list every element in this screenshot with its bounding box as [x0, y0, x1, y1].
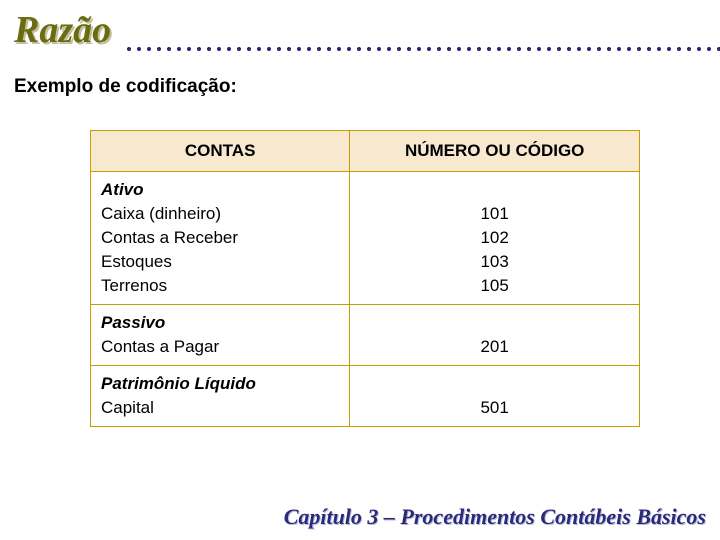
cell-code [350, 305, 640, 336]
cell-label: Estoques [91, 250, 350, 274]
col-header-contas: CONTAS [91, 131, 350, 172]
table-row: Ativo [91, 172, 640, 203]
table-row: Caixa (dinheiro) 101 [91, 202, 640, 226]
group-header: Ativo [91, 172, 350, 203]
table-row: Contas a Receber 102 [91, 226, 640, 250]
cell-code: 103 [350, 250, 640, 274]
cell-code: 501 [350, 396, 640, 427]
dotted-rule [124, 46, 720, 52]
slide-subtitle: Exemplo de codificação: [14, 76, 237, 98]
accounts-table: CONTAS NÚMERO OU CÓDIGO Ativo Caixa (din… [90, 130, 640, 427]
cell-code [350, 172, 640, 203]
group-header: Patrimônio Líquido [91, 366, 350, 397]
group-header: Passivo [91, 305, 350, 336]
slide-footer: Capítulo 3 – Procedimentos Contábeis Bás… [284, 504, 706, 530]
cell-code: 201 [350, 335, 640, 366]
table-row: Passivo [91, 305, 640, 336]
cell-code [350, 366, 640, 397]
table-row: Patrimônio Líquido [91, 366, 640, 397]
table-row: Estoques 103 [91, 250, 640, 274]
table-row: Contas a Pagar 201 [91, 335, 640, 366]
cell-label: Caixa (dinheiro) [91, 202, 350, 226]
cell-label: Capital [91, 396, 350, 427]
cell-label: Terrenos [91, 274, 350, 305]
table-body: Ativo Caixa (dinheiro) 101 Contas a Rece… [91, 172, 640, 427]
col-header-codigo: NÚMERO OU CÓDIGO [350, 131, 640, 172]
table-row: Capital 501 [91, 396, 640, 427]
cell-code: 101 [350, 202, 640, 226]
table-row: Terrenos 105 [91, 274, 640, 305]
cell-label: Contas a Receber [91, 226, 350, 250]
cell-label: Contas a Pagar [91, 335, 350, 366]
cell-code: 102 [350, 226, 640, 250]
cell-code: 105 [350, 274, 640, 305]
slide-title: Razão [14, 8, 111, 52]
